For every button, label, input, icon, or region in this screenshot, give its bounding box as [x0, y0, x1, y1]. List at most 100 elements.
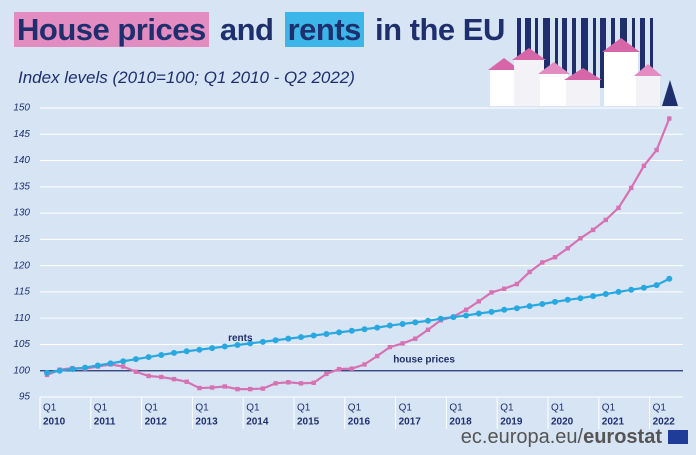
year-label: 2010: [43, 417, 66, 428]
point: [425, 327, 431, 332]
point: [286, 380, 291, 385]
point: [375, 353, 380, 359]
point: [56, 367, 63, 374]
point: [196, 346, 203, 353]
point: [311, 380, 316, 386]
point: [565, 246, 570, 251]
x-tick-label: Q1: [43, 403, 57, 414]
point: [107, 360, 114, 367]
year-label: 2015: [297, 417, 320, 428]
point: [400, 341, 405, 346]
point: [450, 314, 457, 321]
y-tick-label: 115: [14, 287, 30, 298]
point: [615, 288, 622, 295]
point: [323, 330, 330, 337]
y-tick-label: 95: [19, 392, 31, 403]
point: [209, 385, 215, 390]
point: [221, 343, 228, 350]
year-label: 2018: [449, 417, 472, 428]
x-tick-label: Q1: [297, 403, 311, 414]
chart-title: House prices and rents in the EU: [14, 12, 508, 48]
point: [310, 332, 317, 339]
point: [348, 327, 355, 334]
year-label: 2022: [653, 417, 676, 428]
point: [539, 300, 546, 307]
point: [502, 286, 507, 291]
point: [552, 255, 558, 260]
x-tick-label: Q1: [94, 403, 108, 414]
point: [121, 364, 126, 369]
point: [527, 269, 532, 275]
point: [437, 315, 444, 322]
point: [603, 217, 608, 223]
y-tick-label: 105: [13, 339, 30, 350]
series-line: [46, 118, 671, 391]
point: [362, 362, 367, 367]
point: [628, 286, 635, 293]
point: [336, 329, 343, 336]
x-tick-label: Q1: [653, 403, 667, 414]
point: [44, 369, 50, 376]
y-tick-label: 140: [13, 155, 30, 166]
point: [247, 340, 254, 347]
point: [386, 322, 393, 329]
chart-subtitle: Index levels (2010=100; Q1 2010 - Q2 202…: [18, 68, 355, 87]
point: [653, 282, 660, 289]
point: [552, 298, 558, 305]
point: [578, 236, 583, 241]
point: [158, 351, 165, 358]
point: [259, 338, 266, 345]
point: [602, 291, 609, 298]
x-tick-label: Q1: [145, 403, 159, 414]
y-tick-label: 150: [13, 103, 30, 114]
point: [577, 295, 584, 302]
point: [640, 284, 647, 291]
point: [425, 317, 431, 324]
title-part: and: [219, 12, 274, 47]
point: [285, 335, 292, 342]
point: [183, 348, 190, 355]
point: [475, 310, 482, 317]
point: [273, 381, 278, 386]
year-label: 2012: [145, 417, 168, 428]
point: [590, 227, 596, 233]
point: [298, 334, 304, 341]
source-part: ec.europa.eu/: [460, 426, 584, 448]
title-part: in the EU: [375, 12, 505, 47]
x-tick-label: Q1: [195, 403, 209, 414]
point: [235, 386, 240, 392]
x-tick-label: Q1: [500, 403, 514, 414]
point: [641, 163, 647, 168]
x-tick-label: Q1: [246, 403, 260, 414]
point: [413, 336, 418, 341]
point: [133, 369, 139, 374]
point: [476, 299, 481, 304]
point: [399, 320, 406, 327]
point: [234, 341, 241, 348]
point: [260, 386, 266, 391]
series-line: [46, 277, 670, 374]
year-label: 2019: [500, 417, 523, 428]
y-tick-label: 135: [13, 181, 30, 192]
year-label: 2016: [348, 417, 371, 428]
point: [488, 308, 495, 315]
y-tick-label: 130: [13, 208, 30, 219]
point: [171, 376, 177, 382]
point: [146, 373, 151, 379]
point: [590, 293, 597, 300]
point: [374, 324, 381, 331]
point: [145, 354, 152, 361]
x-tick-label: Q1: [348, 403, 362, 414]
point: [298, 381, 304, 386]
title-part: rents: [284, 12, 364, 47]
y-tick-label: 145: [13, 129, 30, 140]
point: [654, 147, 659, 153]
point: [463, 312, 470, 319]
point: [209, 345, 216, 352]
x-tick-label: Q1: [449, 403, 463, 414]
point: [564, 296, 571, 303]
point: [667, 116, 672, 121]
point: [387, 344, 393, 350]
